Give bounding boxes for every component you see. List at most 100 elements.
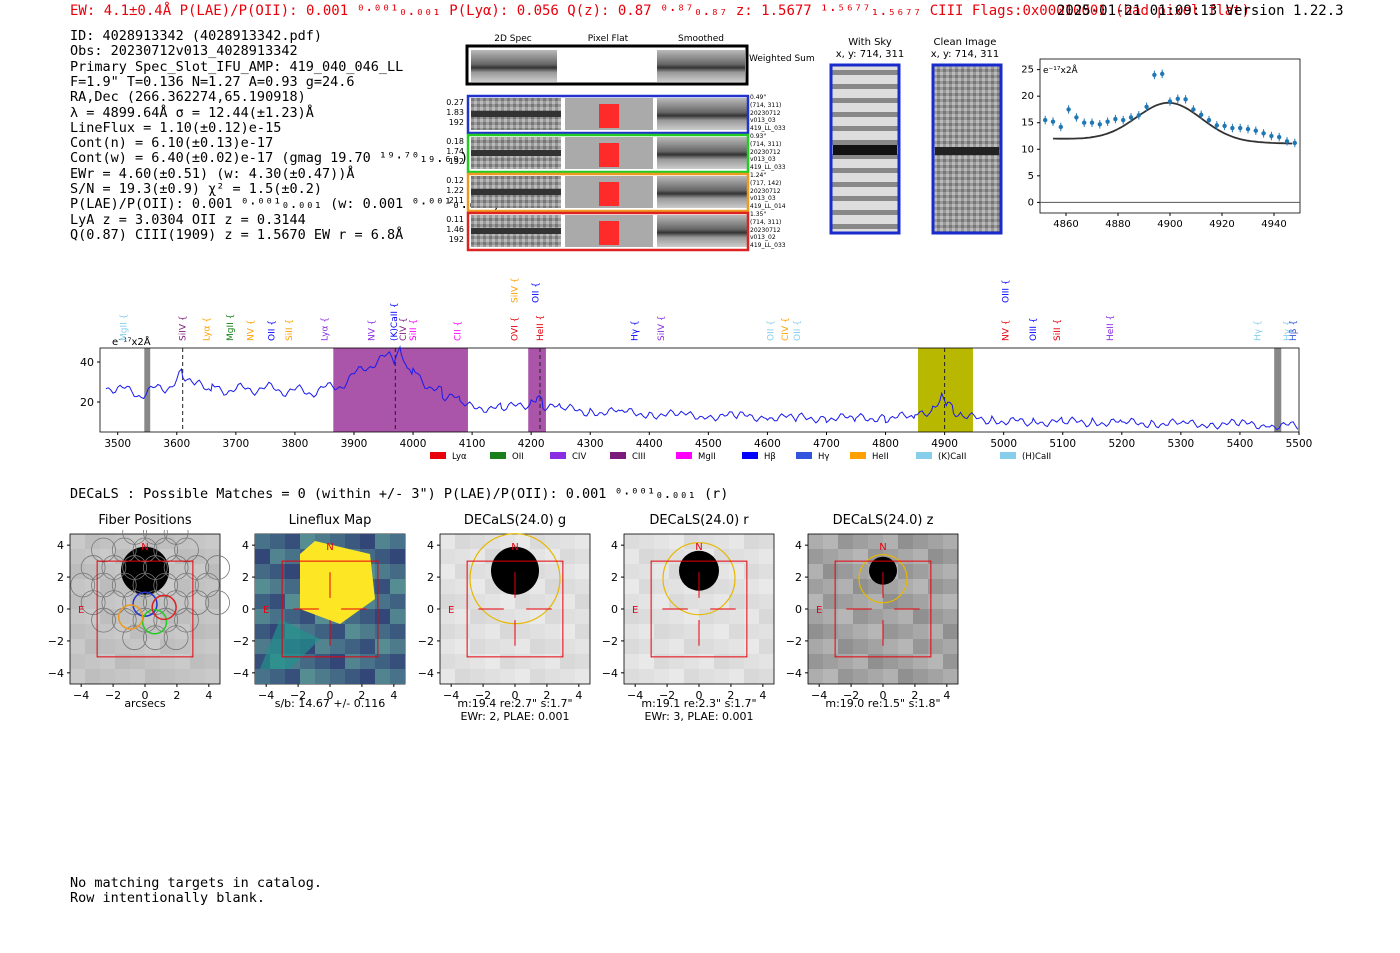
line-label: OII { (531, 282, 541, 303)
panel-pixel (639, 654, 654, 669)
line-label: SiIV { (511, 277, 521, 303)
zoom-data-point (1105, 119, 1110, 124)
cutout-row (466, 94, 750, 135)
panel-pixel (160, 654, 175, 669)
panel-pixel (744, 564, 759, 579)
panel-sub2: EWr: 3, PLAE: 0.001 (644, 710, 754, 723)
panel-pixel (145, 654, 160, 669)
panel-pixel (330, 669, 345, 684)
panel-pixel (624, 534, 639, 549)
panel-pixel (255, 594, 270, 609)
panel-pixel (190, 579, 205, 594)
cutout-row-stats: 0.12 1.22 211 (446, 176, 464, 205)
panel-pixel (759, 669, 774, 684)
panel-pixel (145, 669, 160, 684)
panel-pixel (575, 549, 590, 564)
line-label: OIII { (1029, 317, 1039, 341)
cutout-smooth (657, 98, 747, 130)
panel-pixel (838, 639, 853, 654)
panel-pixel (485, 594, 500, 609)
panel-pixel (744, 654, 759, 669)
panel-pixel (744, 549, 759, 564)
panel-ytick-label: −4 (602, 667, 618, 680)
panel-pixel (375, 534, 390, 549)
panel-ytick-label: −4 (418, 667, 434, 680)
panel-pixel (624, 624, 639, 639)
aperture-ellipse (858, 554, 908, 604)
line-label: HeII { (1106, 315, 1116, 341)
cutout-row-meta: 1.24" (717, 142) 20230712 v013_03 419_LL… (750, 172, 786, 211)
panel-pixel (390, 609, 405, 624)
panel-pixel (440, 609, 455, 624)
panel-ytick-label: −4 (786, 667, 802, 680)
panel-xtick-label: 4 (575, 689, 582, 702)
panel-pixel (500, 534, 515, 549)
panel-pixel (560, 639, 575, 654)
panel-pixel (808, 564, 823, 579)
panel-pixel (285, 594, 300, 609)
info-line: LineFlux = 1.10(±0.12)e-15 (70, 119, 282, 136)
cutout-row-border (466, 211, 750, 252)
zoom-data-point (1074, 115, 1079, 120)
panel-pixel (375, 624, 390, 639)
spectrum-ytick-label: 20 (80, 396, 94, 409)
line-label: CII { (453, 321, 463, 341)
panel-pixel (823, 669, 838, 684)
panel-pixel (853, 639, 868, 654)
panel-pixel (375, 564, 390, 579)
panel-pixel (943, 609, 958, 624)
panel-pixel (255, 534, 270, 549)
panel-ytick-label: 4 (795, 539, 802, 552)
footer-line-1: No matching targets in catalog. (70, 875, 322, 891)
panel-pixel (699, 624, 714, 639)
panel-pixel (669, 609, 684, 624)
panel-xtick-label: −2 (659, 689, 675, 702)
panel-pixel (654, 654, 669, 669)
zoom-data-point (1050, 119, 1056, 124)
panel-pixel (560, 624, 575, 639)
panel-title: DECaLS(24.0) r (649, 513, 749, 528)
info-line: Primary Spec_Slot_IFU_AMP: 419_040_046_L… (70, 58, 404, 75)
panel-pixel (470, 549, 485, 564)
panel-xtick-label: 4 (390, 689, 397, 702)
fiber-highlight (141, 609, 168, 635)
spectrum-xtick-label: 4400 (636, 438, 663, 450)
panel-pixel (883, 654, 898, 669)
panel-pixel (130, 669, 145, 684)
panel-pixel (330, 654, 345, 669)
panel-pixel (744, 534, 759, 549)
line-label: SiIV { (657, 315, 667, 341)
cutout-row-meta: 0.49" (714, 311) 20230712 v013_03 419_LL… (750, 94, 786, 133)
line-label: Hγ { (1254, 320, 1264, 341)
spectrum-xtick-label: 3600 (163, 438, 190, 450)
panel-pixel (575, 609, 590, 624)
compass-east: E (816, 605, 822, 616)
aperture-ellipse (662, 542, 736, 616)
legend-swatch (1000, 452, 1016, 459)
panel-pixel (70, 579, 85, 594)
legend-swatch (610, 452, 626, 459)
panel-pixel (485, 669, 500, 684)
zoom-data-point (1206, 117, 1212, 123)
zoom-data-point (1261, 131, 1266, 136)
panel-pixel (390, 579, 405, 594)
panel-pixel (545, 654, 560, 669)
panel-pixel (285, 534, 300, 549)
line-label: NV { (1001, 320, 1011, 341)
panel-pixel (455, 669, 470, 684)
weighted-2d (471, 50, 557, 82)
panel-pixel (300, 654, 315, 669)
panel-pixel (115, 639, 130, 654)
line-label: OII { (766, 320, 776, 341)
panel-pixel (470, 609, 485, 624)
decals-match-line: DECaLS : Possible Matches = 0 (within +/… (70, 486, 729, 502)
panel-pixel (624, 564, 639, 579)
panel-pixel (100, 669, 115, 684)
panel-pixel (560, 549, 575, 564)
zoom-data-point (1113, 116, 1118, 122)
panel-ytick-label: −4 (48, 667, 64, 680)
panel-pixel (913, 579, 928, 594)
panel-pixel (759, 639, 774, 654)
spectrum-xtick-label: 4300 (577, 438, 604, 450)
panel-pixel (85, 639, 100, 654)
